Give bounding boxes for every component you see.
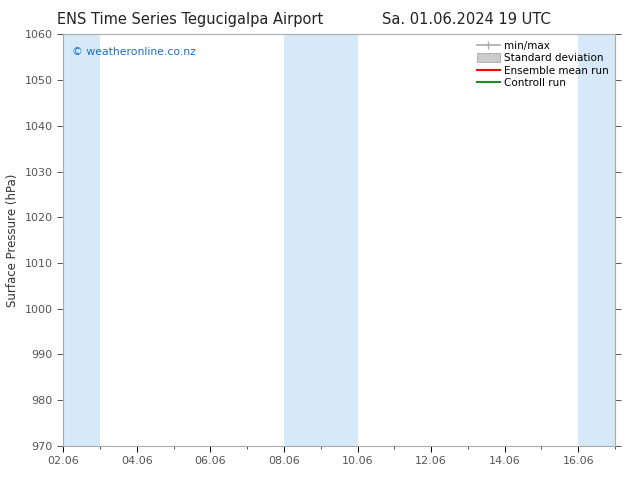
Legend: min/max, Standard deviation, Ensemble mean run, Controll run: min/max, Standard deviation, Ensemble me… — [474, 37, 612, 92]
Text: © weatheronline.co.nz: © weatheronline.co.nz — [72, 47, 195, 57]
Bar — [63, 34, 100, 446]
Text: ENS Time Series Tegucigalpa Airport: ENS Time Series Tegucigalpa Airport — [57, 12, 323, 27]
Bar — [284, 34, 358, 446]
Text: Sa. 01.06.2024 19 UTC: Sa. 01.06.2024 19 UTC — [382, 12, 550, 27]
Bar — [578, 34, 615, 446]
Y-axis label: Surface Pressure (hPa): Surface Pressure (hPa) — [6, 173, 19, 307]
